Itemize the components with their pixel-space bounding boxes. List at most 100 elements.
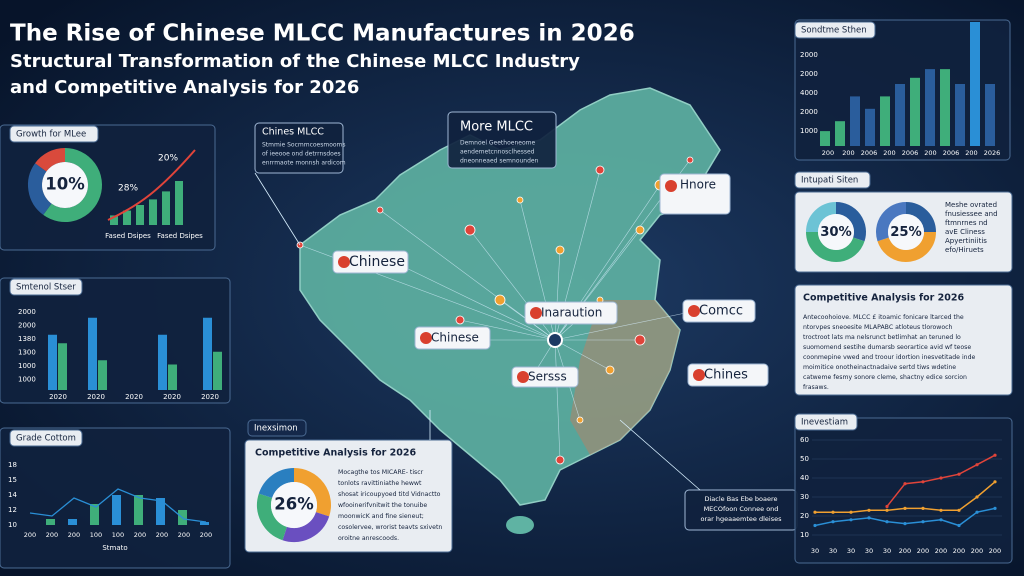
x-tick-label: 200 bbox=[965, 149, 977, 157]
bar bbox=[880, 96, 890, 146]
x-tick-label: 200 bbox=[46, 531, 58, 539]
network-link bbox=[554, 309, 701, 341]
donut-hole bbox=[271, 482, 317, 528]
subtitle: Structural Transformation of the Chinese… bbox=[10, 51, 580, 72]
network-link bbox=[399, 264, 556, 341]
map-label: Chinese bbox=[431, 331, 479, 345]
x-tick-label: 30 bbox=[847, 547, 855, 555]
point bbox=[849, 518, 853, 522]
panel-text: efo/Hiruets bbox=[945, 246, 984, 254]
panel-title: Sondtme Sthen bbox=[801, 26, 867, 36]
tag bbox=[794, 171, 871, 189]
map-label: Hnore bbox=[680, 178, 716, 192]
callout-text: aendemetcnnosclhessed bbox=[460, 149, 535, 156]
panel-text: catweme fesmy sonore cleme, shactny edic… bbox=[803, 374, 967, 381]
bar bbox=[895, 84, 905, 146]
donut-segment bbox=[35, 148, 66, 172]
point bbox=[831, 520, 835, 524]
x-tick-label: 200 bbox=[953, 547, 965, 555]
y-tick-label: 1000 bbox=[18, 376, 36, 384]
network-node bbox=[555, 245, 565, 255]
map-label-box bbox=[659, 173, 731, 215]
bar bbox=[123, 210, 131, 225]
x-tick-label: 200 bbox=[156, 531, 168, 539]
point bbox=[903, 482, 907, 486]
donut-hole bbox=[42, 162, 88, 208]
point bbox=[939, 508, 943, 512]
point bbox=[957, 523, 961, 528]
panel-text: Mocagthe tos MICARE- tiscr bbox=[338, 469, 424, 476]
panel-heading: Competitive Analysis for 2026 bbox=[803, 293, 965, 304]
panel-title: Inevestiam bbox=[801, 418, 848, 428]
point bbox=[867, 508, 871, 512]
bar bbox=[168, 364, 177, 390]
point bbox=[903, 506, 907, 510]
point bbox=[813, 510, 817, 514]
panel-text: tonlots ravittiniathe hewwt bbox=[338, 480, 422, 487]
bar bbox=[149, 199, 157, 225]
map-label-box bbox=[524, 301, 618, 325]
y-tick-label: 14 bbox=[8, 491, 17, 499]
map-label: Comcc bbox=[699, 304, 743, 319]
panel bbox=[794, 417, 1013, 564]
x-tick-label: 200 bbox=[924, 149, 936, 157]
map-label: Chinese bbox=[349, 254, 405, 270]
callout-text: Stmmie Socmmcoesmooms bbox=[262, 142, 346, 149]
tag bbox=[794, 21, 876, 39]
panel-text: avE Cliness bbox=[945, 228, 985, 236]
donut-segment bbox=[28, 163, 52, 215]
panel-text: ntorvpes sneoesite MLAPABC atloteus tlor… bbox=[803, 324, 953, 331]
bar bbox=[925, 69, 935, 146]
x-tick-label: 200 bbox=[883, 149, 895, 157]
bar bbox=[162, 191, 170, 225]
y-tick-label: 15 bbox=[8, 476, 17, 484]
network-link bbox=[554, 339, 611, 371]
bar bbox=[985, 84, 995, 146]
x-tick-label: 200 bbox=[935, 547, 947, 555]
caption: Fased Dsipes bbox=[105, 232, 151, 240]
bar bbox=[820, 131, 830, 146]
y-tick-label: 1300 bbox=[18, 349, 36, 357]
point bbox=[885, 508, 889, 512]
x-tick-label: 2020 bbox=[125, 393, 143, 401]
bar bbox=[175, 181, 183, 225]
callout bbox=[254, 122, 344, 174]
x-tick-label: 30 bbox=[883, 547, 891, 555]
panel-text: moimitice onotheinactnadaive sertd tiws … bbox=[803, 364, 956, 371]
panel-text: coonmepine vwed and troour idortion ines… bbox=[803, 354, 976, 361]
y-tick-label: 40 bbox=[800, 474, 809, 482]
donut-center: 26% bbox=[274, 495, 314, 514]
bar bbox=[865, 108, 875, 146]
donut-segment bbox=[806, 202, 837, 233]
point bbox=[903, 522, 907, 526]
tag bbox=[9, 278, 83, 296]
network-node bbox=[455, 315, 465, 325]
point bbox=[831, 510, 835, 514]
content: The Rise of Chinese MLCC Manufactures in… bbox=[0, 19, 1013, 569]
point bbox=[939, 518, 943, 522]
point bbox=[975, 463, 979, 467]
panel-text: troctroot lats ma nelsrunct betlimhat an… bbox=[803, 334, 961, 341]
map-label-box bbox=[687, 363, 769, 387]
trend-arrow bbox=[107, 149, 196, 221]
network-link bbox=[554, 339, 561, 461]
bar bbox=[203, 317, 212, 390]
panel-text: Antecoohoiove. MLCC £ itoamic fonicare l… bbox=[803, 314, 964, 321]
y-tick-label: 1000 bbox=[800, 127, 818, 135]
x-tick-label: 200 bbox=[917, 547, 929, 555]
value-label: 20% bbox=[158, 154, 178, 164]
bar bbox=[156, 498, 165, 525]
point bbox=[975, 510, 979, 514]
donut-segment bbox=[43, 148, 102, 222]
panel-title: Inexsimon bbox=[254, 424, 298, 434]
x-tick-label: 200 bbox=[24, 531, 36, 539]
network-node bbox=[635, 225, 645, 235]
bar bbox=[112, 495, 121, 525]
point bbox=[993, 506, 997, 510]
point bbox=[885, 520, 889, 524]
callout-title: More MLCC bbox=[460, 120, 533, 135]
map-label-box bbox=[511, 366, 579, 388]
callout-text: enrrmaote monnsh ardicom bbox=[262, 160, 346, 167]
x-tick-label: 30 bbox=[829, 547, 837, 555]
subtitle: and Competitive Analysis for 2026 bbox=[10, 77, 359, 98]
